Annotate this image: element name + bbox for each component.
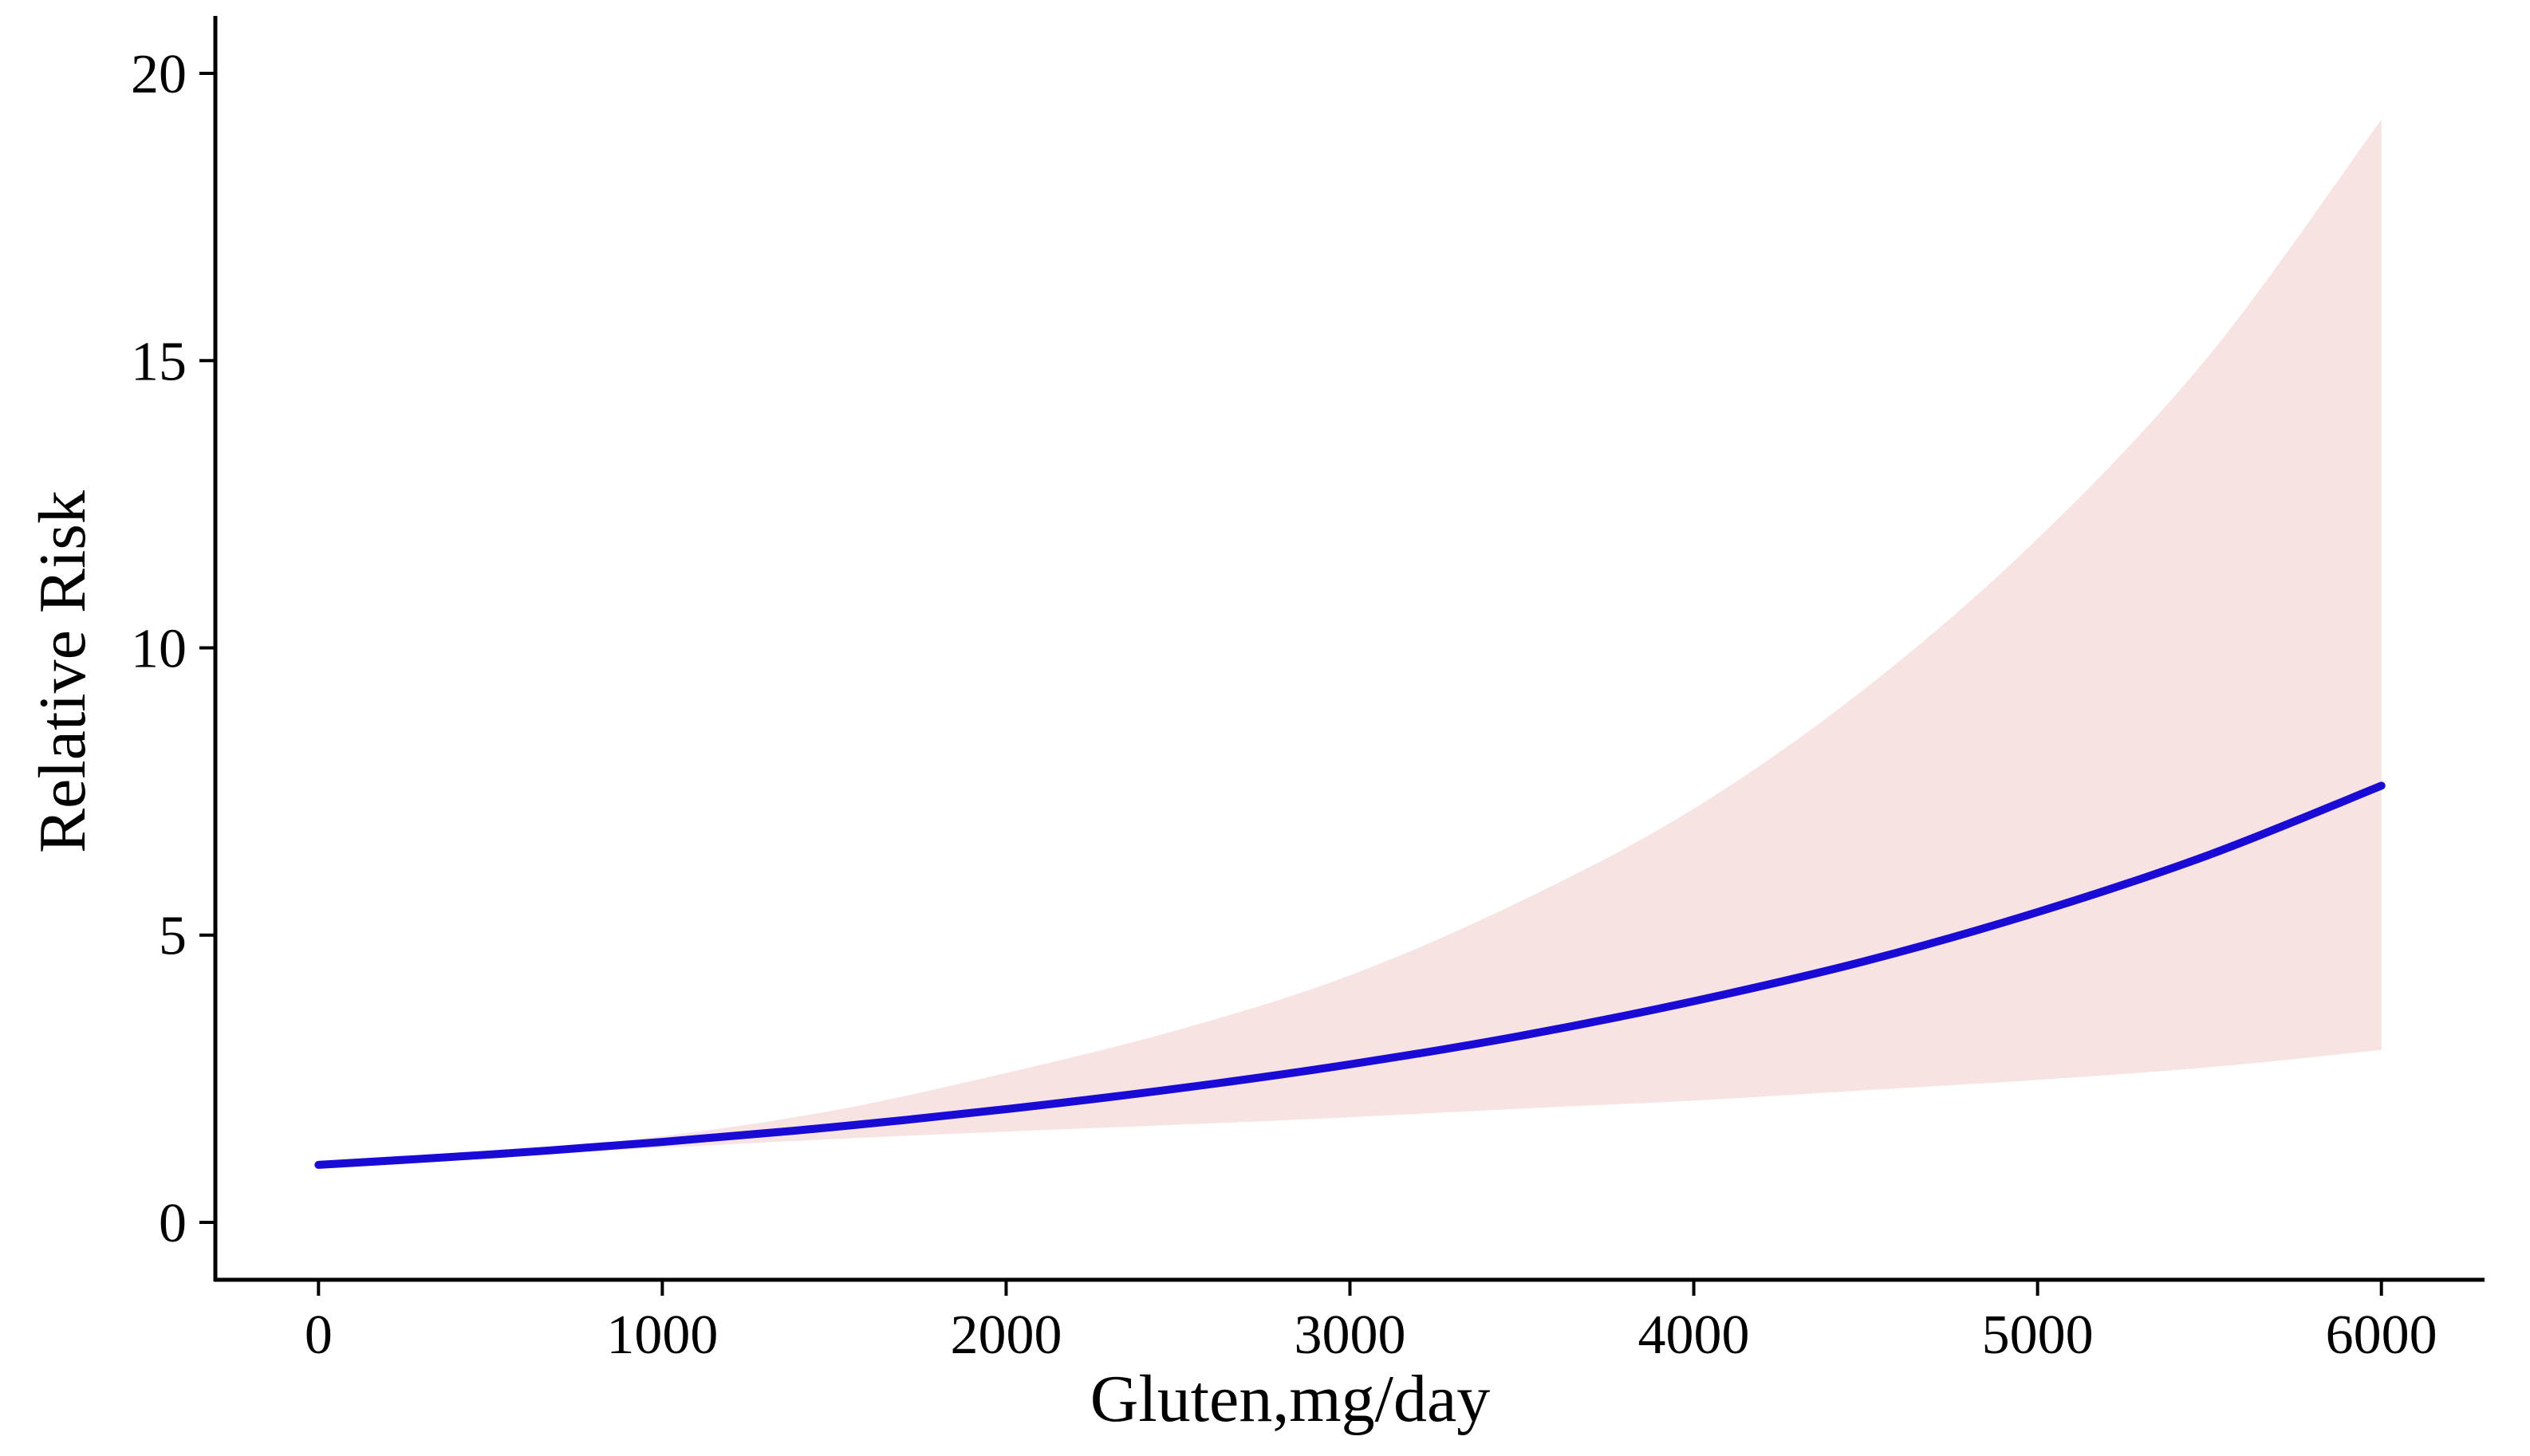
x-tick-label: 4000 [1638,1304,1750,1366]
confidence-band [318,119,2382,1165]
y-tick-label: 15 [131,331,187,392]
relative-risk-line [314,781,2386,1169]
y-tick-label: 5 [159,906,187,967]
x-tick-label: 0 [305,1304,333,1366]
x-tick-label: 2000 [950,1304,1062,1366]
x-tick-label: 1000 [606,1304,718,1366]
x-tick-label: 5000 [1982,1304,2094,1366]
x-tick-label: 6000 [2326,1304,2437,1366]
x-axis-ticks: 0 1000 2000 3000 4000 5000 6000 [305,1280,2437,1366]
x-tick-label: 3000 [1295,1304,1406,1366]
plot-area [314,119,2386,1169]
y-axis-ticks: 0 5 10 15 20 [131,44,215,1254]
y-tick-label: 20 [131,44,187,105]
x-axis-title: Gluten,mg/day [1090,1362,1491,1436]
y-axis-title: Relative Risk [26,490,100,853]
y-tick-label: 10 [131,619,187,680]
y-tick-label: 0 [159,1193,187,1254]
axes: 0 5 10 15 20 0 1000 2000 3000 4000 5000 6000 [131,16,2485,1366]
